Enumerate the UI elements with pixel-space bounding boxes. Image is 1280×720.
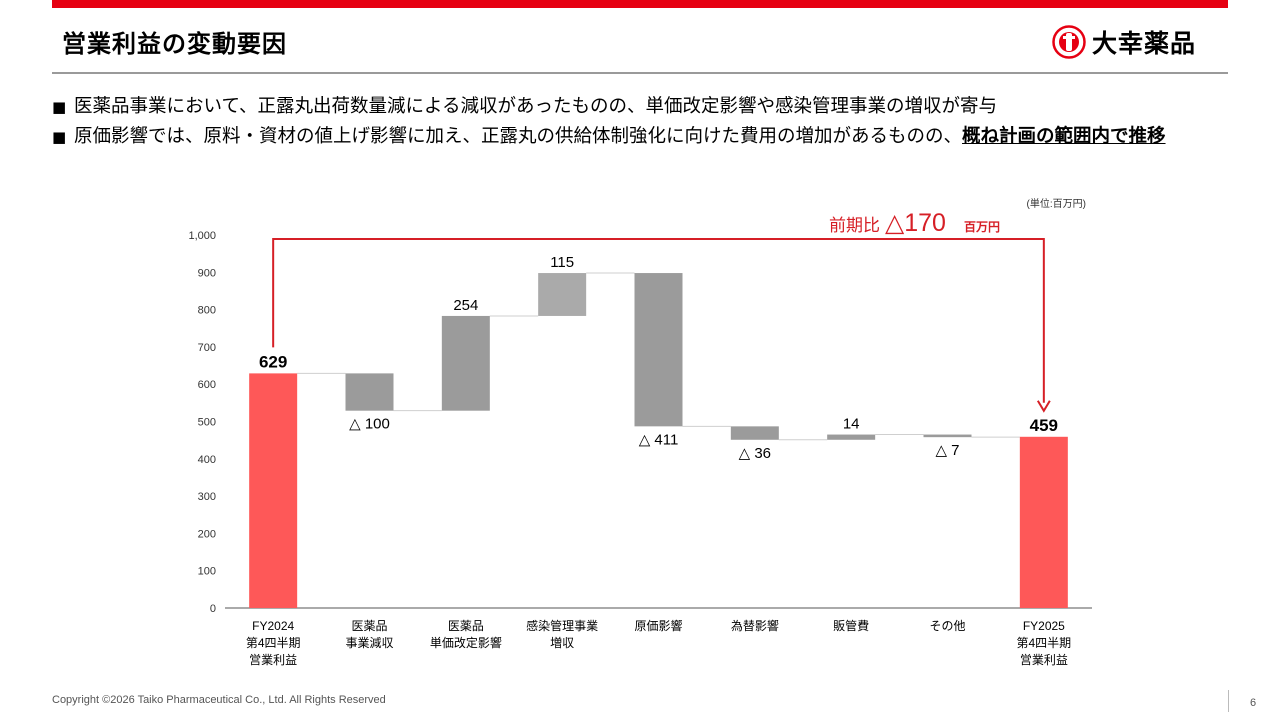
category-label: 医薬品 [448, 619, 484, 633]
bar-delta [345, 373, 394, 411]
category-label: 増収 [550, 636, 574, 650]
y-tick-label: 300 [198, 491, 216, 503]
y-tick-label: 900 [198, 267, 216, 279]
y-tick-label: 400 [198, 454, 216, 466]
bullet-text: 医薬品事業において、正露丸出荷数量減による減収があったものの、単価改定影響や感染… [74, 92, 1228, 122]
category-label: 営業利益 [1020, 653, 1068, 667]
summary-bullets: ■ 医薬品事業において、正露丸出荷数量減による減収があったものの、単価改定影響や… [52, 92, 1228, 152]
bar-total [249, 373, 298, 608]
company-logo-icon [1052, 25, 1086, 59]
bar-delta [730, 426, 779, 440]
category-label: FY2025 [1023, 619, 1065, 633]
y-tick-label: 800 [198, 305, 216, 317]
y-tick-label: 0 [210, 603, 216, 615]
y-tick-label: 600 [198, 379, 216, 391]
y-tick-label: 700 [198, 342, 216, 354]
company-logo: 大幸薬品 [1052, 24, 1196, 60]
bar-delta [538, 273, 587, 316]
top-accent-bar [52, 0, 1228, 8]
y-tick-label: 500 [198, 417, 216, 429]
category-label: 単価改定影響 [430, 635, 502, 650]
bullet-text-plain: 原価影響では、原料・資材の値上げ影響に加え、正露丸の供給体制強化に向けた費用の増… [74, 126, 963, 147]
page-number: 6 [1250, 697, 1257, 709]
data-label: △ 411 [639, 431, 679, 448]
data-label: △ 36 [739, 445, 771, 462]
bar-delta [923, 434, 972, 438]
category-label: 原価影響 [634, 618, 682, 633]
data-label: 115 [550, 254, 574, 271]
data-label: 629 [259, 352, 287, 371]
bullet-item: ■ 医薬品事業において、正露丸出荷数量減による減収があったものの、単価改定影響や… [52, 92, 1228, 122]
data-label: △ 100 [349, 416, 390, 433]
bullet-item: ■ 原価影響では、原料・資材の値上げ影響に加え、正露丸の供給体制強化に向けた費用… [52, 122, 1228, 152]
data-label: 14 [843, 416, 860, 433]
category-label: その他 [929, 619, 965, 633]
comparison-unit: 百万円 [964, 220, 1000, 234]
page-title: 営業利益の変動要因 [62, 30, 287, 58]
category-label: 第4四半期 [1016, 636, 1071, 650]
bullet-text-plain: 医薬品事業において、正露丸出荷数量減による減収があったものの、単価改定影響や感染… [74, 96, 997, 117]
data-label: 459 [1030, 416, 1058, 435]
y-tick-label: 100 [198, 566, 216, 578]
bullet-square-icon: ■ [52, 128, 67, 146]
y-tick-label: 1,000 [188, 230, 216, 242]
bar-delta [827, 434, 876, 440]
comparison-value: △170 [885, 209, 946, 237]
bar-delta [441, 315, 490, 411]
bar-delta [634, 273, 683, 427]
y-tick-label: 200 [198, 528, 216, 540]
category-label: 事業減収 [345, 635, 393, 650]
category-label: FY2024 [252, 619, 294, 633]
category-label: 医薬品 [351, 619, 387, 633]
category-label: 第4四半期 [246, 636, 301, 650]
title-divider [52, 72, 1228, 74]
footer-copyright: Copyright ©2026 Taiko Pharmaceutical Co.… [52, 694, 386, 706]
footer-divider [1228, 690, 1229, 712]
bar-total [1019, 436, 1068, 608]
data-label: 254 [453, 297, 478, 314]
category-label: 感染管理事業 [526, 618, 598, 633]
bullet-text: 原価影響では、原料・資材の値上げ影響に加え、正露丸の供給体制強化に向けた費用の増… [74, 122, 1228, 152]
category-label: 営業利益 [249, 653, 297, 667]
comparison-arrowhead [1036, 400, 1051, 413]
unit-note: (単位:百万円) [1027, 197, 1086, 210]
comparison-prefix: 前期比 [829, 216, 880, 235]
company-logo-text: 大幸薬品 [1092, 29, 1197, 58]
category-label: 為替影響 [731, 618, 779, 633]
category-label: 販管費 [833, 618, 869, 633]
comparison-bracket-line [272, 238, 1045, 403]
bullet-square-icon: ■ [52, 98, 67, 116]
data-label: △ 7 [935, 442, 959, 459]
bullet-emphasis: 概ね計画の範囲内で推移 [962, 126, 1166, 147]
